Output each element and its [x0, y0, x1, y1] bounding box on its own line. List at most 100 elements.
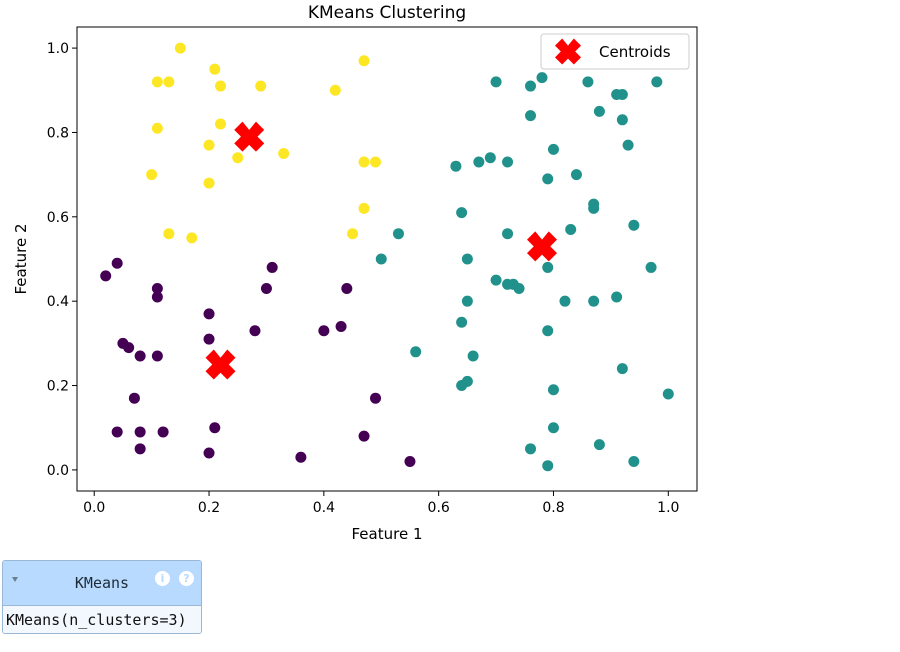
- data-point-cluster-0: [134, 350, 146, 362]
- y-tick-label: 0.8: [47, 125, 69, 141]
- data-point-cluster-1: [559, 295, 571, 307]
- data-point-cluster-0: [128, 392, 140, 404]
- data-point-cluster-1: [547, 143, 559, 155]
- centroid-marker: [234, 121, 265, 152]
- x-tick-label: 0.6: [428, 500, 450, 516]
- data-point-cluster-0: [335, 320, 347, 332]
- data-point-cluster-1: [525, 443, 537, 455]
- data-point-cluster-1: [450, 160, 462, 172]
- data-point-cluster-1: [651, 76, 663, 88]
- data-point-cluster-0: [151, 283, 163, 295]
- data-point-cluster-1: [593, 439, 605, 451]
- data-point-cluster-0: [370, 392, 382, 404]
- data-point-cluster-2: [255, 80, 267, 92]
- data-point-cluster-1: [473, 156, 485, 168]
- data-point-cluster-1: [542, 261, 554, 273]
- help-icon[interactable]: ?: [179, 571, 194, 586]
- data-point-cluster-2: [151, 122, 163, 134]
- data-point-cluster-2: [347, 228, 359, 240]
- data-point-cluster-1: [622, 139, 634, 151]
- data-point-cluster-2: [278, 148, 290, 160]
- data-point-cluster-0: [157, 426, 169, 438]
- data-point-cluster-1: [490, 76, 502, 88]
- data-point-cluster-0: [151, 291, 163, 303]
- data-point-cluster-2: [209, 63, 221, 75]
- data-point-cluster-1: [570, 169, 582, 181]
- data-point-cluster-1: [525, 80, 537, 92]
- legend-centroid-marker: [555, 38, 581, 65]
- data-point-cluster-0: [404, 455, 416, 467]
- x-tick-label: 0.0: [83, 500, 105, 516]
- data-point-cluster-1: [502, 228, 514, 240]
- plot-frame: [76, 26, 698, 492]
- data-point-cluster-0: [295, 451, 307, 463]
- data-point-cluster-1: [611, 291, 623, 303]
- estimator-widget: KMeans i ? KMeans(n_clusters=3): [2, 560, 202, 634]
- data-point-cluster-1: [616, 114, 628, 126]
- data-point-cluster-1: [616, 88, 628, 100]
- data-point-cluster-2: [146, 169, 158, 181]
- estimator-header[interactable]: KMeans i ?: [3, 561, 201, 606]
- data-point-cluster-2: [358, 202, 370, 214]
- legend: Centroids: [540, 33, 690, 70]
- scatter-chart: KMeans Clustering Feature 1 Feature 2 0.0 0.…: [12, 3, 698, 543]
- data-point-cluster-1: [375, 253, 387, 265]
- data-point-cluster-1: [542, 460, 554, 472]
- data-point-cluster-0: [134, 426, 146, 438]
- collapse-toggle-icon[interactable]: [12, 577, 18, 582]
- data-point-cluster-2: [174, 42, 186, 54]
- data-point-cluster-0: [341, 283, 353, 295]
- data-point-cluster-1: [392, 228, 404, 240]
- data-point-cluster-0: [123, 342, 135, 354]
- data-point-cluster-0: [209, 422, 221, 434]
- data-point-cluster-1: [456, 207, 468, 219]
- info-icon[interactable]: i: [155, 571, 170, 586]
- x-axis-label: Feature 1: [352, 525, 423, 543]
- data-point-cluster-0: [318, 325, 330, 337]
- data-point-cluster-1: [502, 156, 514, 168]
- chart-title: KMeans Clustering: [308, 3, 466, 23]
- data-point-cluster-0: [358, 430, 370, 442]
- data-point-cluster-1: [484, 152, 496, 164]
- data-point-cluster-2: [358, 156, 370, 168]
- data-point-cluster-1: [525, 110, 537, 122]
- data-point-cluster-0: [203, 447, 215, 459]
- data-point-cluster-1: [461, 295, 473, 307]
- data-point-cluster-2: [232, 152, 244, 164]
- centroid-marker: [527, 231, 557, 262]
- data-point-cluster-1: [628, 455, 640, 467]
- data-point-cluster-1: [547, 422, 559, 434]
- estimator-repr: KMeans(n_clusters=3): [3, 606, 201, 633]
- data-point-cluster-2: [163, 76, 175, 88]
- data-point-cluster-1: [547, 384, 559, 396]
- data-point-cluster-1: [588, 198, 600, 210]
- data-point-cluster-0: [203, 308, 215, 320]
- data-point-cluster-1: [513, 283, 525, 295]
- data-point-cluster-1: [582, 76, 594, 88]
- data-point-cluster-1: [461, 253, 473, 265]
- data-point-cluster-0: [260, 283, 272, 295]
- data-point-cluster-2: [215, 118, 227, 130]
- data-point-cluster-2: [203, 177, 215, 189]
- data-point-cluster-2: [203, 139, 215, 151]
- data-point-cluster-1: [490, 274, 502, 286]
- y-tick-label: 0.6: [47, 210, 69, 226]
- data-point-cluster-1: [628, 219, 640, 231]
- x-tick-label: 0.4: [313, 500, 335, 516]
- y-tick-label: 1.0: [47, 41, 69, 57]
- data-point-cluster-1: [456, 380, 468, 392]
- y-tick-label: 0.0: [47, 463, 69, 479]
- data-point-cluster-2: [163, 228, 175, 240]
- data-point-cluster-1: [536, 72, 548, 84]
- data-point-cluster-1: [588, 295, 600, 307]
- data-point-cluster-2: [186, 232, 198, 244]
- data-point-cluster-2: [329, 84, 341, 96]
- data-point-cluster-1: [565, 223, 577, 235]
- data-point-cluster-1: [467, 350, 479, 362]
- x-tick-label: 0.8: [542, 500, 564, 516]
- data-point-cluster-1: [662, 388, 674, 400]
- x-tick-label: 0.2: [198, 500, 220, 516]
- data-point-cluster-1: [542, 173, 554, 185]
- data-point-cluster-0: [100, 270, 112, 282]
- data-point-cluster-1: [616, 363, 628, 375]
